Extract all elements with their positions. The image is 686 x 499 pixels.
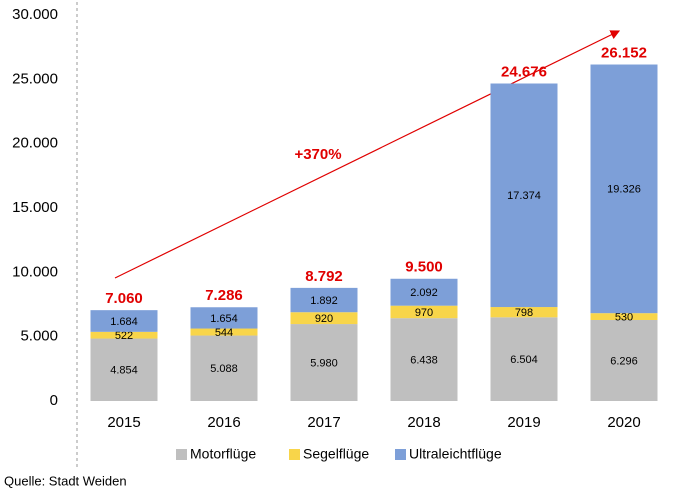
bar-segment <box>190 328 258 336</box>
total-label: 9.500 <box>405 259 443 276</box>
bar-segment <box>390 278 458 306</box>
x-tick-label: 2016 <box>207 414 240 431</box>
segment-label: 920 <box>315 313 333 325</box>
segment-label: 17.374 <box>507 190 541 202</box>
segment-label: 6.438 <box>410 354 438 366</box>
legend-swatch <box>395 449 406 460</box>
bar-segment <box>190 307 258 329</box>
source: Quelle: Stadt Weiden <box>4 473 127 488</box>
bar-segment <box>290 324 358 401</box>
x-tick-label: 2020 <box>607 414 640 431</box>
y-tick-label: 5.000 <box>20 328 58 345</box>
y-tick-label: 30.000 <box>12 6 58 23</box>
y-tick-label: 0 <box>50 392 58 409</box>
bar-segment <box>490 307 558 318</box>
y-tick-label: 20.000 <box>12 135 58 152</box>
segment-label: 4.854 <box>110 365 138 377</box>
legend-swatch <box>289 449 300 460</box>
bar-segment <box>290 312 358 325</box>
bar-segment <box>190 335 258 401</box>
bar-segment <box>590 313 658 320</box>
bar-segment <box>590 64 658 314</box>
bar-segment <box>390 305 458 319</box>
segment-label: 6.296 <box>610 355 638 367</box>
bar-segment <box>90 331 158 339</box>
trend-arrow <box>114 30 621 279</box>
legend-label: Ultraleichtflüge <box>409 446 502 462</box>
segment-label: 5.980 <box>310 357 338 369</box>
segment-label: 2.092 <box>410 287 438 299</box>
bar-segment <box>590 319 658 401</box>
annotation: +370% <box>294 146 341 163</box>
segment-label: 970 <box>415 307 433 319</box>
x-tick-label: 2017 <box>307 414 340 431</box>
total-label: 24.676 <box>501 63 547 80</box>
total-label: 8.792 <box>305 268 343 285</box>
y-tick-label: 10.000 <box>12 263 58 280</box>
bar-segment <box>90 310 158 332</box>
total-label: 7.286 <box>205 287 243 304</box>
x-tick-label: 2018 <box>407 414 440 431</box>
segment-label: 522 <box>115 330 133 342</box>
bar-segment <box>490 83 558 308</box>
segment-label: 1.654 <box>210 313 238 325</box>
segment-label: 19.326 <box>607 184 641 196</box>
segment-label: 1.684 <box>110 316 138 328</box>
bar-segment <box>490 317 558 401</box>
segment-label: 544 <box>215 327 233 339</box>
segment-label: 530 <box>615 311 633 323</box>
bar-segment <box>390 318 458 401</box>
bar-segment <box>290 287 358 313</box>
y-tick-label: 15.000 <box>12 199 58 216</box>
segment-label: 798 <box>515 307 533 319</box>
y-tick-label: 25.000 <box>12 70 58 87</box>
segment-label: 5.088 <box>210 363 238 375</box>
segment-label: 6.504 <box>510 354 538 366</box>
bar-segment <box>90 338 158 401</box>
x-tick-label: 2019 <box>507 414 540 431</box>
legend-swatch <box>176 449 187 460</box>
legend-label: Motorflüge <box>190 446 256 462</box>
legend: Motorflüge Segelflüge Ultraleichtflüge <box>176 446 502 462</box>
total-label: 26.152 <box>601 44 647 61</box>
legend-label: Segelflüge <box>303 446 369 462</box>
segment-label: 1.892 <box>310 295 338 307</box>
total-label: 7.060 <box>105 290 143 307</box>
x-tick-label: 2015 <box>107 414 140 431</box>
